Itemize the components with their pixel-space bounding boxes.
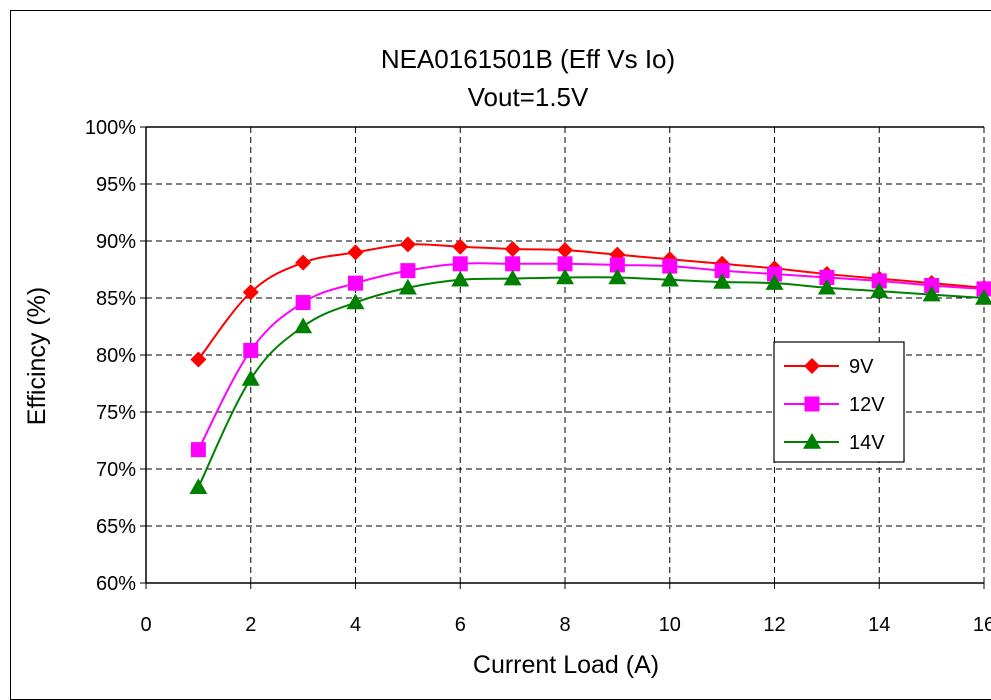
x-axis-label: Current Load (A)	[473, 651, 659, 679]
chart-subtitle: Vout=1.5V	[468, 82, 589, 112]
x-tick-label: 4	[350, 614, 361, 636]
x-tick-label: 2	[245, 614, 256, 636]
legend-label: 9V	[849, 356, 874, 378]
data-point	[505, 256, 520, 271]
x-tick-label: 14	[868, 614, 890, 636]
data-point	[294, 318, 312, 334]
y-tick-label: 90%	[96, 231, 136, 253]
data-point	[453, 256, 468, 271]
y-tick-label: 60%	[96, 573, 136, 595]
data-point	[242, 370, 260, 386]
x-tick-label: 16	[973, 614, 991, 636]
y-tick-label: 100%	[85, 117, 136, 139]
data-point	[505, 241, 521, 257]
y-tick-label: 85%	[96, 288, 136, 310]
x-tick-label: 8	[559, 614, 570, 636]
legend-label: 12V	[849, 394, 885, 416]
data-point	[400, 263, 415, 278]
x-tick-label: 6	[455, 614, 466, 636]
legend: 9V 12V 14V	[774, 342, 904, 462]
x-tick-label: 0	[140, 614, 151, 636]
data-point	[190, 352, 206, 368]
data-point	[296, 295, 311, 310]
y-tick-label: 80%	[96, 345, 136, 367]
data-point	[452, 239, 468, 255]
data-point	[347, 294, 365, 310]
y-tick-label: 75%	[96, 402, 136, 424]
legend-label: 14V	[849, 432, 885, 454]
data-point	[348, 244, 364, 260]
y-axis-label: Efficincy (%)	[23, 287, 51, 425]
data-point	[295, 255, 311, 271]
data-point	[191, 442, 206, 457]
data-point	[189, 478, 207, 494]
data-point	[348, 276, 363, 291]
x-tick-label: 10	[659, 614, 681, 636]
y-tick-label: 70%	[96, 459, 136, 481]
data-point	[557, 242, 573, 258]
x-tick-label: 12	[763, 614, 785, 636]
legend-marker	[805, 397, 820, 412]
chart-title: NEA0161501B (Eff Vs Io)	[381, 44, 675, 74]
y-tick-label: 95%	[96, 174, 136, 196]
data-point	[400, 236, 416, 252]
data-point	[243, 343, 258, 358]
y-tick-label: 65%	[96, 516, 136, 538]
